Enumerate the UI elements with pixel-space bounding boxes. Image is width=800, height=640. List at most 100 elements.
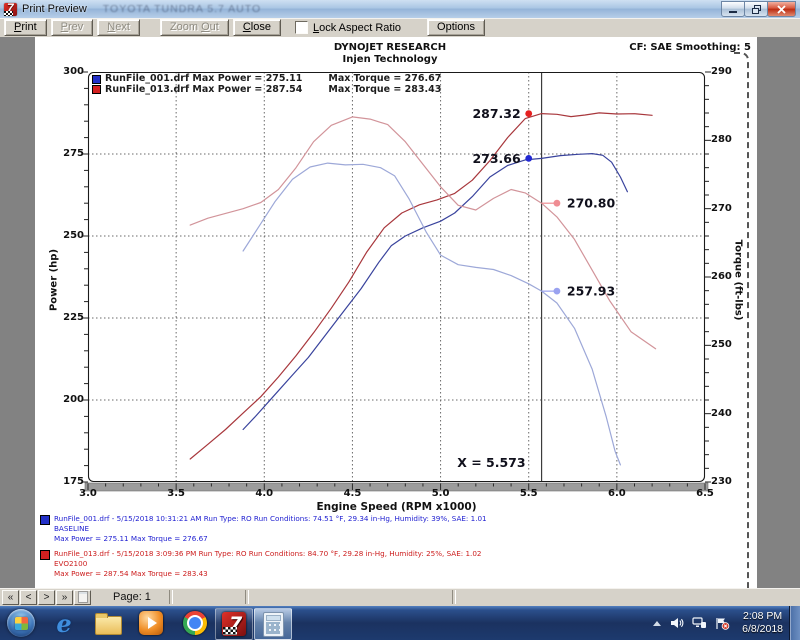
windows-logo-icon [14,616,28,630]
legend-file: RunFile_013.drf [105,83,190,95]
close-button[interactable] [767,1,796,17]
taskbar-media-player[interactable] [133,608,169,638]
marker-dot [553,199,561,207]
options-button[interactable]: Options [427,19,485,36]
print-button[interactable]: Print [4,19,47,36]
next-page-button[interactable]: > [38,589,55,605]
axis-tick-label: 250 [711,339,732,351]
taskbar-dynojet-app[interactable]: 7 [215,608,253,640]
lock-aspect-ratio-option: Lock Aspect Ratio [294,21,402,34]
axis-tick-label: 290 [711,66,732,77]
run-013-note: EVO2100 [54,559,88,568]
title-bar: 7 Print Preview TOYOTA TUNDRA 5.7 AUTO [0,0,800,19]
marker-dot [525,110,533,117]
marker-value-label: 273.66 [472,151,521,166]
legend-max-power: Max Power = 287.54 [192,83,303,95]
taskbar-file-explorer[interactable] [90,608,126,638]
axis-tick-label: 225 [63,312,84,323]
axis-tick-label: 300 [63,66,84,77]
run-001-swatch-icon [40,515,50,525]
x-axis-bar [84,482,709,492]
legend-swatch-blue-icon [92,74,101,84]
cursor-value-label: X = 5.573 [457,455,525,470]
start-button[interactable] [7,609,35,637]
prev-page-button[interactable]: < [20,589,37,605]
series-runfile-013-torque [189,116,657,350]
close-preview-button[interactable]: Close [232,19,281,36]
series-runfile-001-torque [242,162,622,466]
window-title: Print Preview [22,3,87,15]
plot-frame [87,71,706,483]
axis-tick-label: 230 [711,476,732,487]
taskbar-chrome[interactable] [177,608,213,638]
tray-expand-icon[interactable] [653,620,662,626]
axis-tick-label: 270 [711,202,732,214]
volume-icon[interactable] [670,617,684,629]
run-013-max-values: Max Power = 287.54 Max Torque = 283.43 [54,569,208,578]
axis-tick-label: 4.0 [255,488,274,499]
marker-value-label: 257.93 [567,284,615,299]
axis-tick-label: 175 [63,476,84,487]
dynojet-icon: 7 [222,612,246,636]
print-preview-toolbar: Print Prev Next Zoom Out Close Lock Aspe… [0,18,800,38]
series-runfile-013-power [189,112,653,460]
prev-button[interactable]: Prev [50,19,94,36]
report-subtitle: Injen Technology [342,54,438,65]
restore-button[interactable] [744,1,768,17]
run-001-note: BASELINE [54,524,89,533]
last-page-button[interactable]: » [56,589,73,605]
media-player-icon [139,611,163,635]
page-number-label: Page: 1 [113,591,151,603]
axis-tick-label: 6.5 [696,488,714,499]
restore-icon [751,4,761,14]
axis-tick-label: 5.5 [519,488,538,499]
legend-row-runfile-013: RunFile_013.drf Max Power = 287.54 Max T… [92,83,442,96]
dyno-chart: 287.32 273.66 270.80 257.93 X = 5.573 [82,71,711,492]
chrome-icon [183,611,207,635]
axis-tick-label: 6.0 [607,488,626,499]
taskbar-internet-explorer[interactable]: e [46,608,82,638]
clock-time: 2:08 PM [743,610,783,622]
marker-dot [525,154,533,162]
lock-aspect-ratio-checkbox[interactable] [294,21,308,34]
minimize-icon [729,10,737,13]
print-margin-guide [734,52,749,591]
lock-aspect-ratio-label: Lock Aspect Ratio [312,21,402,34]
axis-tick-label: 200 [63,394,84,405]
action-center-flag-icon[interactable] [715,617,730,630]
page-icon [77,590,88,603]
next-button[interactable]: Next [97,19,140,36]
taskbar-clock[interactable]: 2:08 PM 6/8/2018 [742,610,783,636]
first-page-button[interactable]: « [2,589,19,605]
run-info-013: RunFile_013.drf - 5/15/2018 3:09:36 PM R… [40,549,481,579]
internet-explorer-icon: e [56,608,72,638]
report-title: DYNOJET RESEARCH [333,42,447,53]
legend-max-torque: Max Torque = 276.67 [328,73,442,84]
app-icon: 7 [4,1,17,16]
preview-area: DYNOJET RESEARCH Injen Technology CF: SA… [0,37,800,591]
network-icon[interactable] [692,617,707,629]
x-axis-title: Engine Speed (RPM x1000) [316,501,477,513]
axis-tick-label: 5.0 [431,488,450,499]
statusbar-divider [244,590,249,604]
chart-legend: RunFile_001.drf Max Power = 275.11 Max T… [92,73,442,96]
page-setup-button[interactable] [74,589,91,605]
taskbar-calculator[interactable] [254,608,292,640]
legend-swatch-red-icon [92,85,101,95]
minimize-button[interactable] [721,1,745,17]
folder-icon [94,612,122,635]
marker-value-label: 270.80 [567,196,616,211]
axis-tick-label: 240 [711,407,732,419]
axis-tick-label: 280 [711,134,732,146]
statusbar-divider [451,590,456,604]
statusbar-divider [168,590,173,604]
background-window-title: TOYOTA TUNDRA 5.7 AUTO [102,3,262,15]
series-runfile-001-power [242,152,629,431]
legend-max-torque: Max Torque = 283.43 [328,83,442,95]
run-013-swatch-icon [40,550,50,560]
legend-row-runfile-001: RunFile_001.drf Max Power = 275.11 Max T… [92,73,442,85]
zoom-out-button[interactable]: Zoom Out [159,19,229,36]
run-001-conditions: RunFile_001.drf - 5/15/2018 10:31:21 AM … [54,514,487,523]
show-desktop-button[interactable] [789,606,800,640]
